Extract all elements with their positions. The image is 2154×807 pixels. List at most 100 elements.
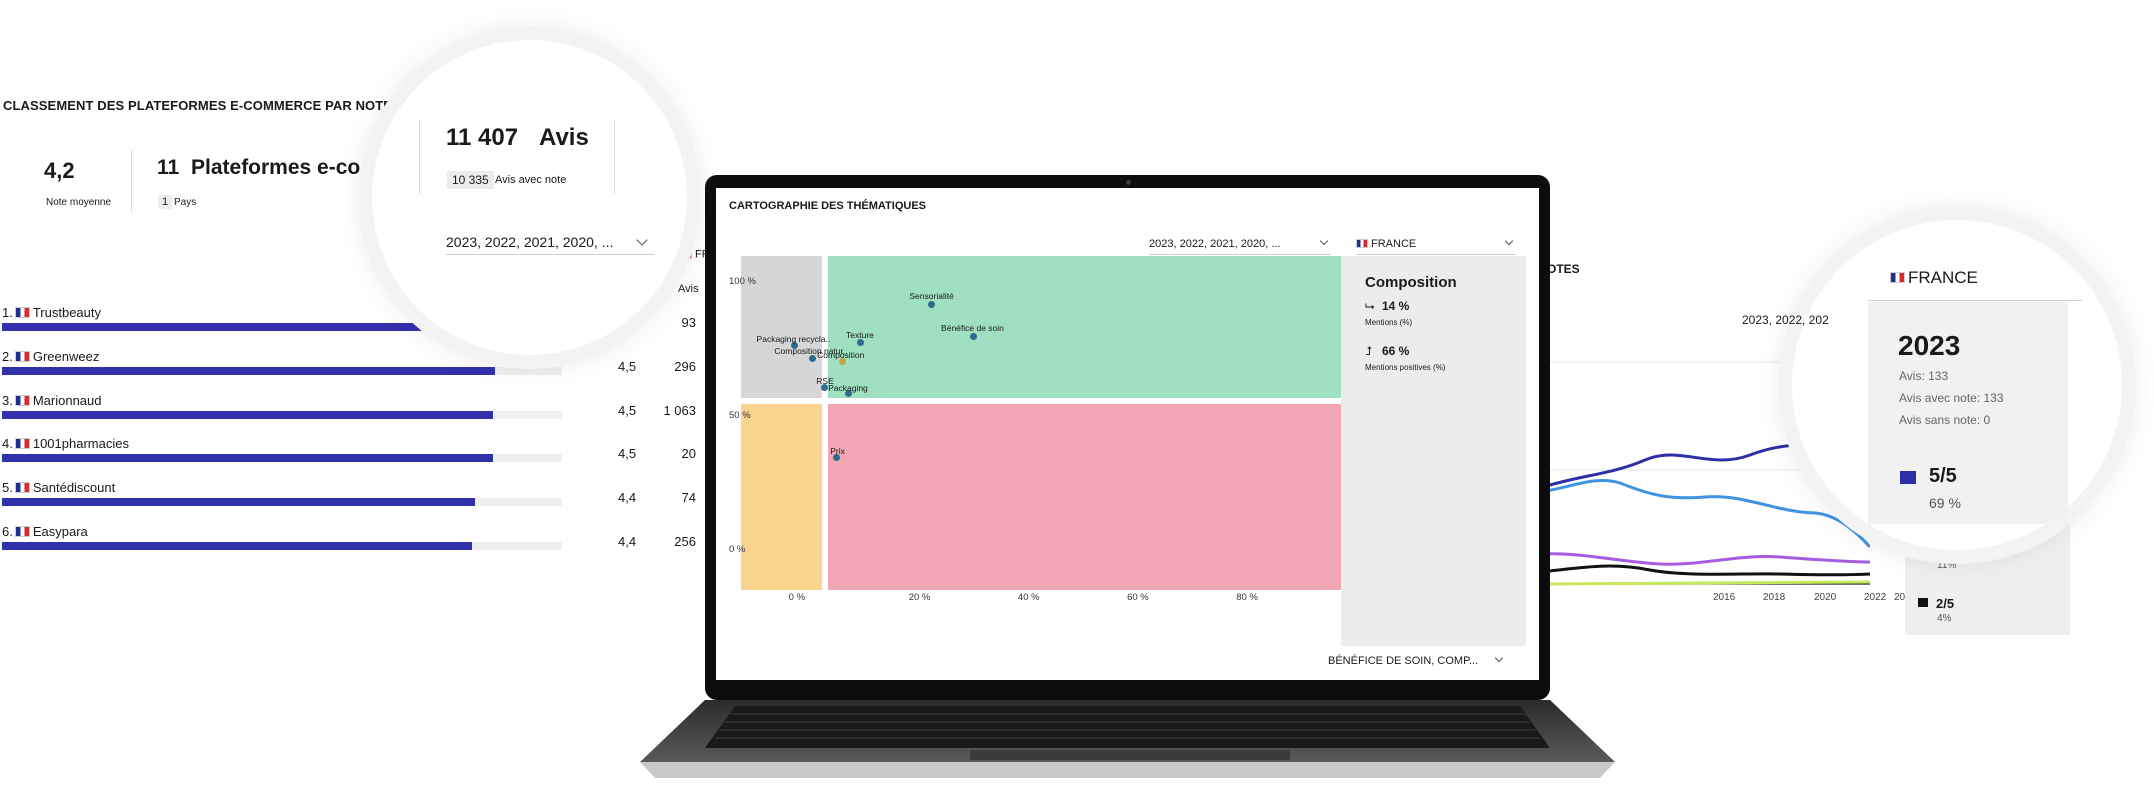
ranking-row[interactable]: 3. Marionnaud 4,5 1 063 — [0, 393, 720, 423]
years-dropdown-left[interactable]: 2023, 2022, 2021, 2020, ... — [446, 234, 654, 255]
x-tick-label: 80 % — [1236, 592, 1258, 603]
scatter-point[interactable] — [844, 390, 852, 398]
country-dropdown-screen[interactable]: FRANCE — [1356, 236, 1516, 255]
ranking-rank: 3. — [2, 392, 13, 408]
series-1of5-line — [1540, 580, 1870, 586]
france-flag-icon — [14, 526, 30, 538]
france-flag-icon — [14, 438, 30, 450]
theme-side-panel — [1341, 256, 1526, 646]
ranking-row-label: 4. 1001pharmacies — [2, 436, 129, 451]
avis-column-header: Avis — [678, 283, 699, 295]
ranking-rank: 2. — [2, 348, 13, 364]
platform-name: Marionnaud — [32, 392, 102, 408]
y-tick-label: 0 % — [729, 544, 746, 556]
avis-with-note-value: 10 335 — [447, 171, 494, 189]
scatter-point-label: Bénéfice de soin — [941, 323, 1004, 333]
magnifier-bubble-left — [372, 40, 687, 355]
ranking-row-label: 5. Santédiscount — [2, 480, 115, 495]
ranking-rank: 1. — [2, 305, 13, 320]
avis-with-note-label: Avis avec note — [495, 174, 567, 186]
y-tick-label: 100 % — [729, 275, 756, 287]
scatter-point-label: Packaging — [828, 382, 868, 393]
scatter-point-label: Texture — [846, 330, 874, 341]
pays-label: Pays — [174, 197, 197, 208]
legend-swatch — [1918, 598, 1928, 607]
scatter-point[interactable] — [808, 354, 816, 362]
avg-note-label: Note moyenne — [46, 197, 112, 208]
platform-avis: 296 — [674, 358, 696, 374]
years-dropdown-left-value: 2023, 2022, 2021, 2020, ... — [446, 234, 614, 250]
tooltip-avis: Avis: 133 — [1899, 369, 1949, 383]
rating-5of5-swatch — [1900, 471, 1916, 484]
ranking-row[interactable]: 6. Easypara 4,4 256 — [0, 524, 720, 554]
ranking-row[interactable]: 2. Greenweez 4,5 296 — [0, 349, 720, 379]
rating-bar-fill — [2, 454, 493, 463]
ranking-row[interactable]: 5. Santédiscount 4,4 74 — [0, 480, 720, 510]
scatter-point-label: Composition — [817, 349, 865, 360]
ranking-row-label: 1. Trustbeauty — [2, 305, 101, 320]
series-5of5-line — [1540, 443, 1822, 490]
legend-swatch — [1918, 545, 1928, 554]
laptop-base — [640, 700, 1615, 778]
scatter-point-label: Packaging recycla.. — [756, 333, 831, 344]
legend-pct: 11% — [1937, 560, 1957, 571]
series-3of5-line — [1540, 552, 1870, 566]
theme-filter-dropdown[interactable]: BÉNÉFICE DE SOIN, COMP... — [1328, 653, 1506, 671]
years-dropdown-right-partial: 2023, 2022, 202 — [1742, 313, 1829, 327]
x-tick-label: 2022 — [1864, 592, 1887, 603]
platform-avis: 256 — [674, 534, 696, 549]
positive-mentions-icon: ⮥ — [1365, 344, 1373, 358]
x-tick-label: 2016 — [1713, 592, 1736, 603]
y-tick-label: 50 % — [729, 410, 751, 421]
country-header-right: FRANCE — [1888, 268, 1978, 288]
tooltip-avis-sans-note: Avis sans note: 0 — [1899, 413, 1991, 427]
notes-chart-title-partial: OTES — [1547, 262, 1580, 276]
france-flag-icon — [14, 307, 30, 319]
france-flag-icon — [1356, 238, 1368, 248]
laptop-screen: CARTOGRAPHIE DES THÉMATIQUES 2023, 2022,… — [716, 188, 1539, 680]
scatter-point[interactable] — [856, 338, 864, 346]
tooltip-rating-pct: 69 % — [1929, 495, 1961, 511]
scatter-point[interactable] — [838, 358, 846, 366]
scatter-point-label: Composition natur.. — [774, 346, 848, 357]
rating-bar-fill — [2, 366, 495, 375]
rating-bar-fill — [2, 542, 473, 550]
ranking-row-label: 2. Greenweez — [2, 349, 99, 364]
scatter-point[interactable] — [832, 454, 840, 462]
france-flag-icon — [14, 350, 30, 362]
platform-avis: 93 — [681, 315, 696, 330]
years-dropdown-screen-value: 2023, 2022, 2021, 2020, ... — [1149, 238, 1281, 250]
tooltip-avis-note: Avis avec note: 133 — [1899, 391, 2004, 405]
scatter-point[interactable] — [927, 300, 935, 308]
side-theme-name: Composition — [1365, 274, 1457, 291]
tooltip-card — [1868, 302, 2068, 524]
scatter-point[interactable] — [791, 342, 799, 350]
ranking-rank: 6. — [2, 524, 13, 539]
france-flag-icon — [14, 482, 30, 494]
side-mentions-value: 14 % — [1382, 299, 1410, 313]
bubble-divider-left — [419, 120, 420, 194]
ranking-row[interactable]: 4. 1001pharmacies 4,5 20 — [0, 436, 720, 466]
ranking-rank: 4. — [2, 436, 13, 452]
quadrant-top-left — [741, 256, 823, 398]
platform-name: Easypara — [32, 524, 88, 539]
ranking-row-label: 6. Easypara — [2, 524, 88, 539]
x-tick-label: 2018 — [1763, 592, 1786, 603]
platform-avis: 20 — [681, 446, 696, 462]
platform-name: Greenweez — [32, 348, 100, 364]
france-flag-icon — [1890, 272, 1905, 284]
platform-name: Trustbeauty — [32, 305, 102, 320]
cartography-title: CARTOGRAPHIE DES THÉMATIQUES — [729, 200, 926, 212]
platforms-count: 11 — [157, 156, 180, 179]
platform-name: 1001pharmacies — [32, 436, 129, 452]
years-dropdown-screen[interactable]: 2023, 2022, 2021, 2020, ... — [1149, 236, 1331, 255]
ranking-rank: 5. — [2, 480, 13, 496]
side-positive-label: Mentions positives (%) — [1365, 363, 1446, 372]
webcam-icon — [1126, 180, 1131, 185]
ranking-title: CLASSEMENT DES PLATEFORMES E-COMMERCE PA… — [3, 98, 393, 113]
total-avis-label: Avis — [539, 124, 589, 151]
scatter-point[interactable] — [820, 383, 828, 391]
rating-trend-chart — [1540, 361, 1870, 586]
series-2of5-line — [1540, 564, 1870, 577]
scatter-point[interactable] — [969, 332, 977, 340]
